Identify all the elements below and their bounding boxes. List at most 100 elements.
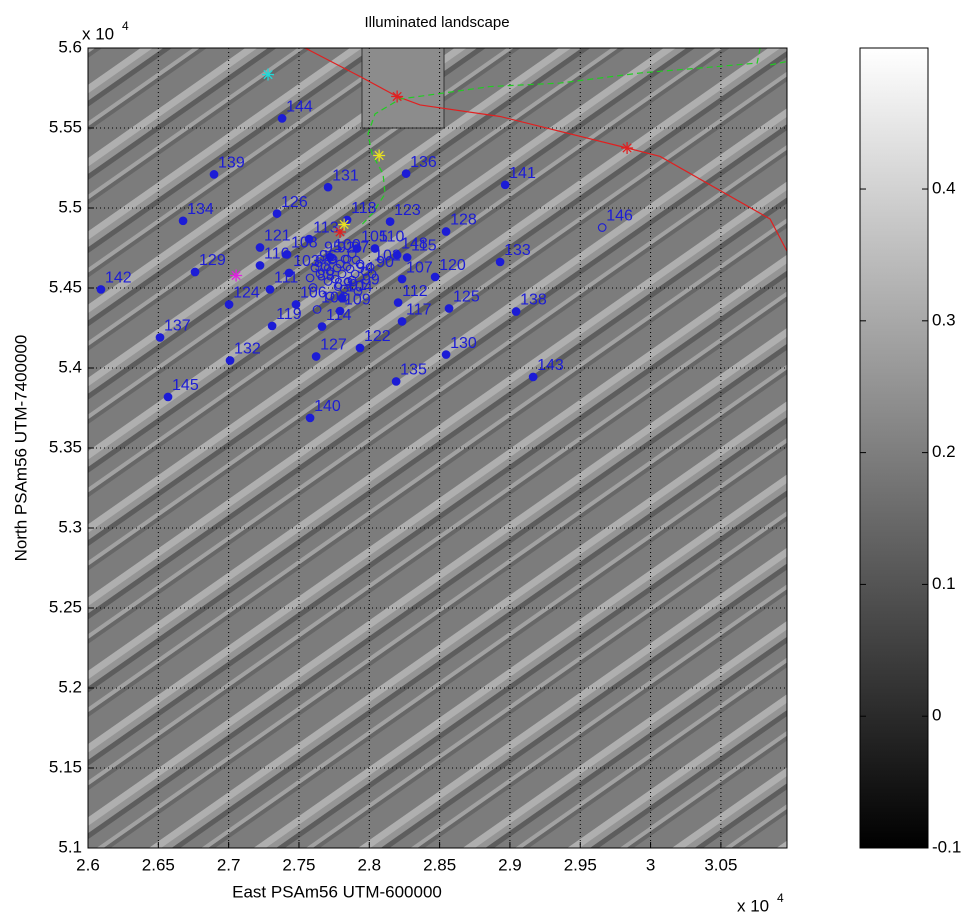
point-label: 126 [281,194,308,211]
point [156,334,164,342]
x-exponent: 4 [777,891,784,905]
y-tick-label: 5.1 [58,837,82,856]
point [529,373,537,381]
point [278,115,286,123]
point [512,308,520,316]
point [191,268,199,276]
point-label: 123 [394,202,421,219]
point [97,286,105,294]
chart-title: Illuminated landscape [364,14,509,31]
point [256,262,264,270]
point-label: 127 [320,337,347,354]
colorbar-tick-label: 0.2 [932,442,956,461]
y-tick-label: 5.25 [49,597,82,616]
x-tick-label: 2.8 [357,855,381,874]
point-label: 133 [504,242,531,259]
point [442,228,450,236]
point [442,351,450,359]
point-label: 108 [291,235,318,252]
y-axis-label: North PSAm56 UTM-7400000 [11,335,30,562]
point-label: 125 [453,289,480,306]
y-tick-label: 5.4 [58,357,82,376]
point-label: 122 [364,328,391,345]
x-tick-label: 2.6 [76,855,100,874]
point-label: 135 [400,362,427,379]
colorbar-tick-label: 0.3 [932,310,956,329]
point [496,258,504,266]
point-label: 129 [199,252,226,269]
point-label: 142 [105,270,132,287]
y-tick-label: 5.5 [58,197,82,216]
point [394,299,402,307]
x-multiplier: x 10 [737,896,769,915]
point-label: 124 [233,285,260,302]
point [501,181,509,189]
y-tick-label: 5.35 [49,437,82,456]
point-label: 121 [264,228,291,245]
y-multiplier: x 10 [82,24,114,43]
point [318,323,326,331]
point [210,171,218,179]
point-label: 134 [187,201,214,218]
x-tick-label: 2.85 [423,855,456,874]
point-label: 111 [274,270,298,287]
x-tick-label: 2.65 [142,855,175,874]
point-label: 120 [439,257,466,274]
point-label: 141 [509,165,536,182]
point [398,318,406,326]
colorbar-tick-label: 0 [932,706,941,725]
y-tick-label: 5.3 [58,517,82,536]
point-label: 107 [406,259,433,276]
point-label: 143 [537,357,564,374]
point-label: 114 [326,307,352,324]
point [402,170,410,178]
point [268,322,276,330]
x-tick-label: 3 [646,855,655,874]
point [386,218,394,226]
point [445,305,453,313]
point-label: 130 [450,335,477,352]
point-label: 97 [351,239,369,256]
point [312,353,320,361]
y-tick-label: 5.55 [49,117,82,136]
y-tick-label: 5.15 [49,757,82,776]
point [273,210,281,218]
x-tick-label: 3.05 [704,855,737,874]
chart: 1441391311361411261341181231281131211081… [0,0,967,919]
point-label: 131 [332,167,359,184]
colorbar-tick-label: 0.4 [932,179,956,198]
y-tick-label: 5.45 [49,277,82,296]
point-label: 132 [234,341,261,358]
point [256,244,264,252]
y-tick-label: 5.2 [58,677,82,696]
x-tick-label: 2.75 [282,855,315,874]
x-axis-label: East PSAm56 UTM-600000 [232,882,442,901]
point-label: 144 [286,99,313,116]
point [306,414,314,422]
point [179,217,187,225]
colorbar-tick-label: 0.1 [932,574,956,593]
point [226,357,234,365]
point-label: 112 [402,283,428,300]
point [324,183,332,191]
point-label: 128 [450,212,477,229]
point [225,301,233,309]
point-label: 146 [606,208,633,225]
point [398,275,406,283]
point-label: 118 [351,200,377,217]
x-tick-label: 2.95 [564,855,597,874]
x-tick-label: 2.7 [217,855,241,874]
point-label: 139 [218,155,245,172]
y-exponent: 4 [122,19,129,33]
x-tick-label: 2.9 [498,855,522,874]
y-tick-label: 5.6 [58,37,82,56]
point [164,393,172,401]
point-label: 119 [276,306,302,323]
point-label: 140 [314,398,341,415]
point-label: 115 [411,238,437,255]
point-label: 145 [172,377,199,394]
point [266,286,274,294]
point-label: 90 [376,254,394,271]
point-label: 137 [164,318,191,335]
colorbar-tick-label: -0.1 [932,837,961,856]
